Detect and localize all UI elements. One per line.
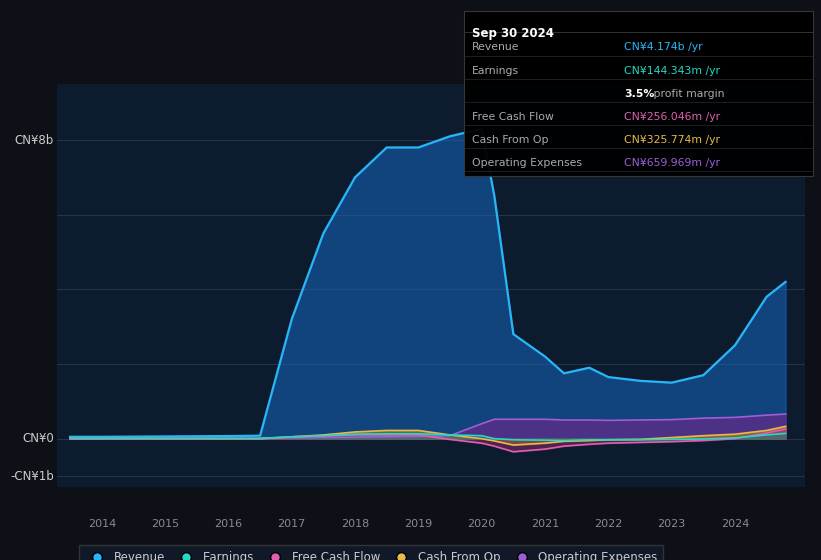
Text: Sep 30 2024: Sep 30 2024 xyxy=(472,27,554,40)
Text: 3.5%: 3.5% xyxy=(624,88,654,99)
Text: Free Cash Flow: Free Cash Flow xyxy=(472,111,554,122)
Text: 2014: 2014 xyxy=(88,520,116,529)
Legend: Revenue, Earnings, Free Cash Flow, Cash From Op, Operating Expenses: Revenue, Earnings, Free Cash Flow, Cash … xyxy=(79,545,663,560)
Text: Revenue: Revenue xyxy=(472,43,520,53)
Text: 2015: 2015 xyxy=(151,520,179,529)
Text: 2022: 2022 xyxy=(594,520,622,529)
Text: 2018: 2018 xyxy=(341,520,369,529)
Text: 2020: 2020 xyxy=(467,520,496,529)
Text: Cash From Op: Cash From Op xyxy=(472,134,548,144)
Text: Earnings: Earnings xyxy=(472,66,519,76)
Text: 2024: 2024 xyxy=(721,520,749,529)
Text: 2019: 2019 xyxy=(404,520,433,529)
Text: 2016: 2016 xyxy=(214,520,242,529)
Text: CN¥659.969m /yr: CN¥659.969m /yr xyxy=(624,158,720,168)
Text: Operating Expenses: Operating Expenses xyxy=(472,158,582,168)
Text: CN¥4.174b /yr: CN¥4.174b /yr xyxy=(624,43,703,53)
Text: CN¥144.343m /yr: CN¥144.343m /yr xyxy=(624,66,720,76)
Text: CN¥8b: CN¥8b xyxy=(15,133,53,147)
Text: CN¥325.774m /yr: CN¥325.774m /yr xyxy=(624,134,720,144)
Text: -CN¥1b: -CN¥1b xyxy=(10,469,53,483)
Text: profit margin: profit margin xyxy=(650,88,725,99)
Text: 2023: 2023 xyxy=(658,520,686,529)
Text: 2021: 2021 xyxy=(531,520,559,529)
Text: 2017: 2017 xyxy=(277,520,306,529)
Text: CN¥0: CN¥0 xyxy=(22,432,53,445)
Text: CN¥256.046m /yr: CN¥256.046m /yr xyxy=(624,111,720,122)
